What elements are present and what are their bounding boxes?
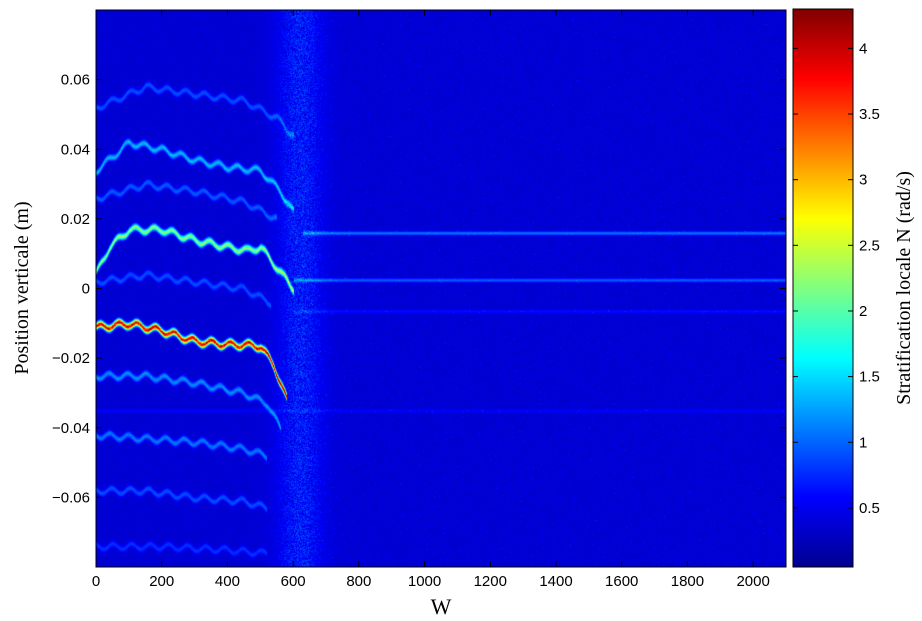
x-tick-label: 1000: [408, 573, 441, 590]
x-axis: 0 200 400 600 800 1000 1200 1400 1600 1800 2000: [92, 10, 770, 590]
x-tick-label: 600: [281, 573, 306, 590]
x-tick-label: 1400: [539, 573, 572, 590]
y-axis-label: Position verticale (m): [11, 201, 33, 374]
colorbar-label: Stratification locale N (rad/s): [893, 171, 915, 405]
x-tick-label: 1600: [605, 573, 638, 590]
colorbar: 4 3.5 3 2.5 2 1.5 1 0.5 Stratification locale N…: [792, 8, 915, 568]
y-tick-label: −0.04: [52, 420, 90, 437]
x-tick-label: 200: [149, 573, 174, 590]
colorbar-tick-label: 2: [859, 303, 867, 320]
colorbar-tick-label: 3.5: [859, 106, 880, 123]
colorbar-tick-label: 2.5: [859, 237, 880, 254]
x-tick-label: 0: [92, 573, 100, 590]
y-tick-label: −0.06: [52, 489, 90, 506]
colorbar-gradient: [793, 9, 853, 567]
x-tick-label: 400: [215, 573, 240, 590]
heatmap-image: [96, 10, 786, 567]
x-tick-label: 1800: [671, 573, 704, 590]
colorbar-ticks: 4 3.5 3 2.5 2 1.5 1 0.5: [793, 40, 880, 517]
colorbar-tick-label: 0.5: [859, 500, 880, 517]
x-tick-label: 2000: [736, 573, 769, 590]
y-axis: 0.06 0.04 0.02 0 −0.02 −0.04 −0.06: [52, 72, 786, 506]
x-tick-label: 1200: [474, 573, 507, 590]
y-tick-label: 0.04: [61, 141, 90, 158]
y-tick-label: 0: [82, 281, 90, 298]
x-axis-label: W: [431, 594, 452, 619]
colorbar-tick-label: 1.5: [859, 369, 880, 386]
colorbar-tick-label: 4: [859, 40, 867, 57]
y-tick-label: −0.02: [52, 350, 90, 367]
colorbar-tick-label: 1: [859, 434, 867, 451]
y-tick-label: 0.02: [61, 211, 90, 228]
x-tick-label: 800: [346, 573, 371, 590]
heatmap-plot: [95, 9, 787, 568]
colorbar-tick-label: 3: [859, 172, 867, 189]
y-tick-label: 0.06: [61, 72, 90, 89]
colorbar-frame: [792, 8, 854, 568]
